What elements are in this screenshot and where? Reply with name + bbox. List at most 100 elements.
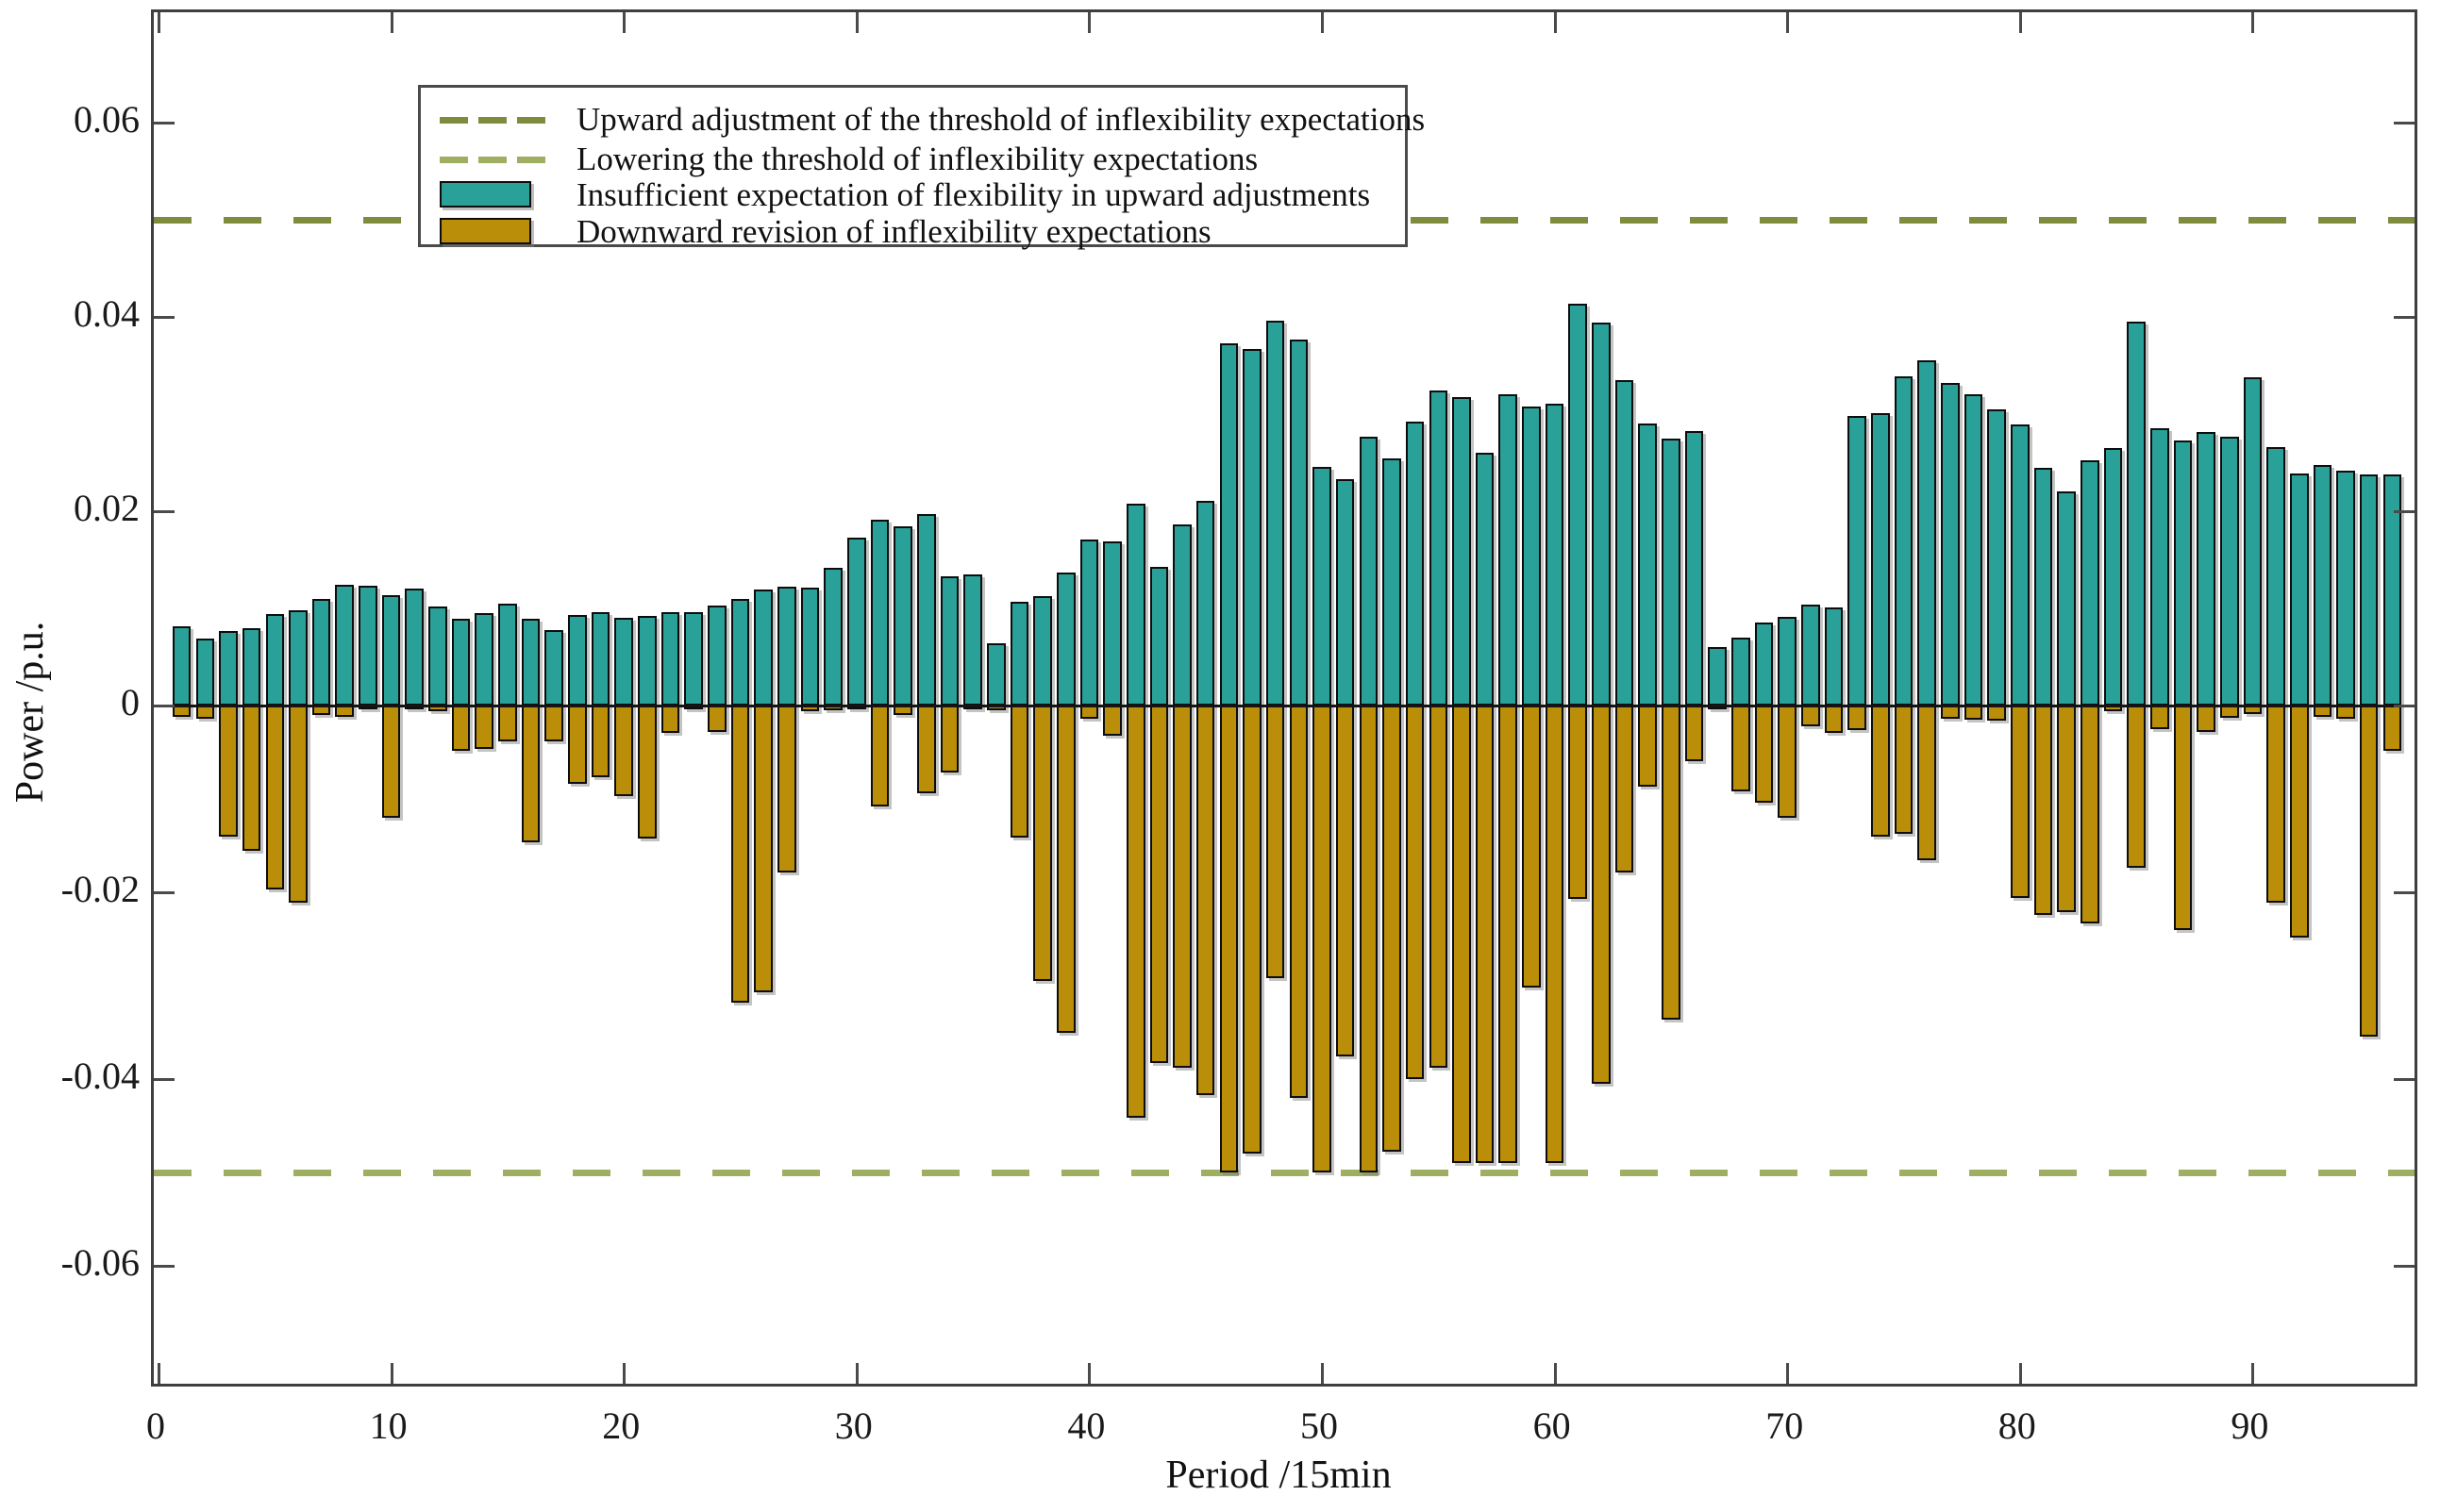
bar-negative — [708, 706, 727, 732]
bar-positive — [847, 537, 866, 706]
bar-negative — [754, 706, 773, 992]
legend-label: Lowering the threshold of inflexibility … — [577, 141, 1259, 177]
bar-negative — [1265, 706, 1285, 979]
bar-positive — [1056, 572, 1076, 706]
legend: Upward adjustment of the threshold of in… — [418, 85, 1425, 248]
bar-negative — [1382, 706, 1401, 1153]
bar-negative — [289, 706, 308, 903]
bar-negative — [242, 706, 261, 852]
bar-negative — [1149, 706, 1169, 1064]
legend-item: Downward revision of inflexibility expec… — [421, 215, 1405, 248]
y-tick — [2394, 705, 2415, 707]
bar-positive — [1219, 342, 1239, 706]
bar-positive — [335, 585, 355, 706]
bar-positive — [289, 610, 308, 706]
bar-positive — [242, 627, 261, 706]
x-tick — [1553, 1363, 1557, 1384]
bar-negative — [1987, 706, 2006, 721]
bar-negative — [521, 706, 541, 842]
x-tick — [1088, 1363, 1092, 1384]
bar-negative — [2127, 706, 2146, 869]
x-tick — [623, 12, 627, 33]
bar-positive — [2382, 474, 2402, 706]
bar-negative — [1103, 706, 1122, 736]
bar-positive — [660, 612, 680, 706]
bar-positive — [1475, 453, 1495, 706]
y-tick-label: -0.06 — [60, 1241, 140, 1284]
bar-positive — [1149, 566, 1169, 706]
bar-negative — [1522, 706, 1541, 988]
x-tick — [2018, 1363, 2022, 1384]
bar-positive — [1289, 339, 1309, 706]
x-tick-label: 0 — [146, 1404, 165, 1447]
bar-negative — [1335, 706, 1355, 1057]
bar-negative — [2197, 706, 2215, 732]
bar-positive — [2149, 428, 2169, 706]
y-tick — [2394, 122, 2415, 125]
x-tick-label: 60 — [1532, 1404, 1571, 1447]
bar-negative — [1941, 706, 1960, 719]
x-tick — [1321, 12, 1324, 33]
bar-negative — [1126, 706, 1145, 1118]
y-tick — [154, 1265, 175, 1268]
bar-negative — [1289, 706, 1309, 1098]
legend-label: Insufficient expectation of flexibility … — [577, 176, 1371, 213]
y-tick — [154, 891, 175, 894]
bar-positive — [381, 594, 401, 706]
bar-negative — [1638, 706, 1658, 788]
bar-positive — [1941, 383, 1960, 706]
bar-positive — [2289, 473, 2309, 706]
bar-negative — [1312, 706, 1331, 1172]
bar-negative — [2289, 706, 2309, 938]
bar-negative — [1847, 706, 1866, 730]
x-tick — [158, 12, 160, 33]
y-tick — [154, 705, 175, 707]
y-tick — [154, 1078, 175, 1081]
bar-positive — [2313, 464, 2332, 706]
bar-negative — [2359, 706, 2379, 1038]
bar-positive — [1568, 303, 1588, 706]
bar-negative — [1894, 706, 1914, 834]
bar-positive — [1103, 540, 1122, 706]
y-tick-label: 0.04 — [74, 292, 140, 335]
bar-positive — [1079, 539, 1099, 706]
y-tick — [2394, 316, 2415, 319]
bar-positive — [1522, 406, 1541, 706]
bar-positive — [1731, 637, 1750, 706]
x-tick — [1786, 12, 1790, 33]
bar-negative — [1219, 706, 1239, 1172]
bar-positive — [2359, 474, 2379, 706]
bar-negative — [1359, 706, 1379, 1172]
teal-swatch-icon — [440, 181, 531, 208]
bar-negative — [614, 706, 633, 797]
bar-negative — [475, 706, 494, 749]
bar-positive — [2033, 467, 2053, 706]
bar-negative — [2266, 706, 2285, 903]
bar-positive — [824, 567, 843, 706]
gold-swatch-icon — [440, 218, 531, 244]
bar-negative — [195, 706, 215, 719]
lower-threshold-dash-icon — [440, 143, 545, 175]
bar-negative — [1568, 706, 1588, 899]
y-tick — [154, 122, 175, 125]
bar-positive — [1592, 323, 1611, 706]
x-tick-label: 90 — [2231, 1404, 2269, 1447]
bar-positive — [568, 615, 587, 706]
x-tick — [158, 1363, 160, 1384]
bar-positive — [1265, 321, 1285, 706]
bar-negative — [591, 706, 610, 778]
bar-positive — [1684, 430, 1704, 706]
bar-positive — [498, 603, 517, 706]
bar-positive — [777, 587, 796, 706]
legend-label: Upward adjustment of the threshold of in… — [577, 101, 1426, 138]
x-tick-label: 20 — [602, 1404, 641, 1447]
bar-positive — [2266, 447, 2285, 706]
bar-negative — [1684, 706, 1704, 762]
x-tick — [390, 12, 393, 33]
bar-negative — [1243, 706, 1262, 1155]
bar-positive — [614, 618, 633, 706]
bar-negative — [2080, 706, 2099, 923]
bar-positive — [405, 589, 425, 706]
bar-negative — [219, 706, 238, 837]
bar-negative — [1545, 706, 1564, 1164]
